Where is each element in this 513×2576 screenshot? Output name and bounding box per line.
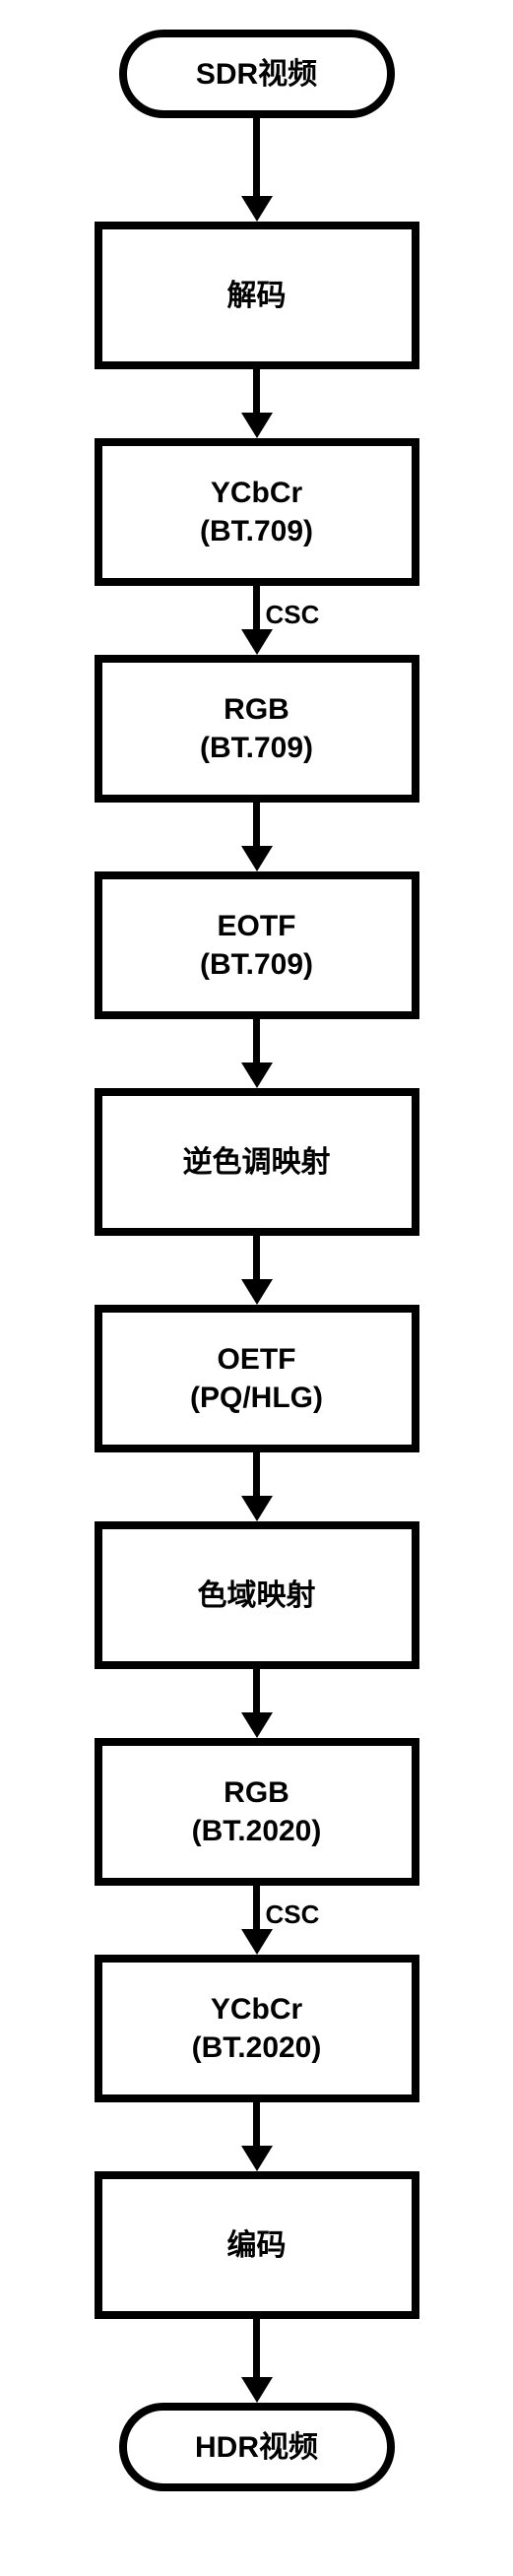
arrow-line (253, 1886, 260, 1929)
arrow-head (241, 2146, 273, 2171)
process-line: YCbCr (211, 1990, 302, 2029)
arrow-eotf-to-invtone (241, 1019, 273, 1088)
process-line: 编码 (227, 2226, 287, 2265)
process-ycbcr709: YCbCr(BT.709) (95, 438, 419, 586)
arrow-head (241, 1496, 273, 1521)
arrow-oetf-to-gamut (241, 1452, 273, 1521)
process-line: OETF (218, 1340, 296, 1379)
process-line: 解码 (227, 277, 287, 315)
process-line: (BT.709) (200, 512, 313, 550)
process-invtone: 逆色调映射 (95, 1088, 419, 1236)
process-eotf: EOTF(BT.709) (95, 871, 419, 1019)
arrow-line (253, 2102, 260, 2146)
process-line: EOTF (218, 907, 296, 945)
arrow-decode-to-ycbcr709 (241, 369, 273, 438)
arrow-line (253, 803, 260, 846)
process-line: (BT.2020) (192, 1812, 322, 1850)
edge-label: CSC (266, 600, 320, 630)
process-rgb709: RGB(BT.709) (95, 655, 419, 803)
terminal-label: HDR视频 (195, 2431, 318, 2464)
arrow-line (253, 586, 260, 629)
arrow-encode-to-end (241, 2319, 273, 2403)
arrow-ycbcr709-to-rgb709: CSC (241, 586, 273, 655)
process-line: 逆色调映射 (183, 1143, 331, 1182)
arrow-line (253, 2319, 260, 2377)
arrow-invtone-to-oetf (241, 1236, 273, 1305)
edge-label: CSC (266, 1900, 320, 1930)
process-decode: 解码 (95, 222, 419, 369)
process-gamut: 色域映射 (95, 1521, 419, 1669)
arrow-start-to-decode (241, 118, 273, 222)
arrow-rgb2020-to-ycbcr2020: CSC (241, 1886, 273, 1955)
arrow-head (241, 196, 273, 222)
terminal-start: SDR视频 (119, 30, 395, 118)
process-rgb2020: RGB(BT.2020) (95, 1738, 419, 1886)
arrow-head (241, 1279, 273, 1305)
process-oetf: OETF(PQ/HLG) (95, 1305, 419, 1452)
terminal-end: HDR视频 (119, 2403, 395, 2491)
arrow-head (241, 846, 273, 871)
process-line: RGB (224, 690, 289, 729)
process-ycbcr2020: YCbCr(BT.2020) (95, 1955, 419, 2102)
arrow-line (253, 118, 260, 196)
arrow-head (241, 413, 273, 438)
arrow-line (253, 1236, 260, 1279)
process-line: (BT.2020) (192, 2029, 322, 2067)
terminal-label: SDR视频 (196, 58, 317, 91)
arrow-line (253, 1452, 260, 1496)
process-line: (BT.709) (200, 945, 313, 984)
process-line: (BT.709) (200, 729, 313, 767)
arrow-line (253, 1669, 260, 1712)
arrow-rgb709-to-eotf (241, 803, 273, 871)
process-line: (PQ/HLG) (190, 1379, 323, 1417)
arrow-ycbcr2020-to-encode (241, 2102, 273, 2171)
arrow-head (241, 629, 273, 655)
process-line: YCbCr (211, 474, 302, 512)
arrow-head (241, 1929, 273, 1955)
flowchart: SDR视频解码YCbCr(BT.709)CSCRGB(BT.709)EOTF(B… (85, 30, 429, 2491)
arrow-gamut-to-rgb2020 (241, 1669, 273, 1738)
arrow-head (241, 2377, 273, 2403)
process-encode: 编码 (95, 2171, 419, 2319)
arrow-line (253, 369, 260, 413)
process-line: 色域映射 (198, 1577, 316, 1615)
arrow-line (253, 1019, 260, 1063)
arrow-head (241, 1712, 273, 1738)
arrow-head (241, 1063, 273, 1088)
process-line: RGB (224, 1773, 289, 1812)
